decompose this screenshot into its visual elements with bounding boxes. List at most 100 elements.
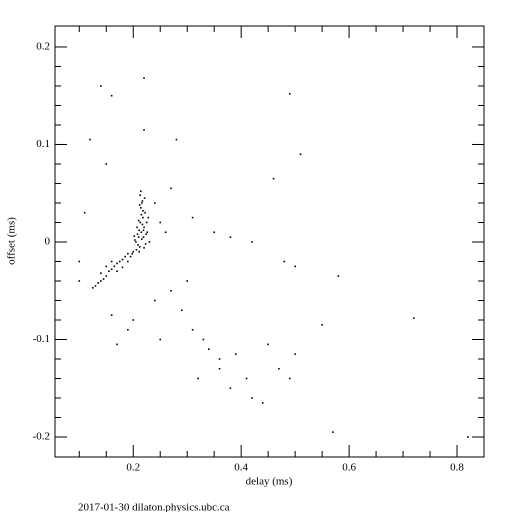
- point: [154, 202, 156, 204]
- point: [121, 258, 124, 261]
- point: [145, 221, 148, 224]
- point: [113, 265, 116, 268]
- point: [127, 252, 129, 255]
- point: [234, 353, 237, 355]
- point: [138, 246, 141, 248]
- y-tick-label: 0: [45, 236, 51, 248]
- point: [261, 402, 264, 404]
- point: [337, 275, 340, 277]
- point: [218, 367, 221, 370]
- point: [191, 328, 194, 331]
- point: [288, 92, 291, 95]
- point: [143, 226, 145, 229]
- point: [159, 338, 162, 341]
- point: [467, 436, 469, 438]
- point: [213, 231, 215, 234]
- point: [140, 231, 143, 234]
- point: [138, 204, 141, 206]
- point: [294, 353, 296, 355]
- point: [121, 266, 124, 269]
- point: [139, 221, 142, 224]
- point: [110, 94, 113, 97]
- point: [140, 213, 143, 216]
- x-tick-label: 0.6: [342, 462, 356, 474]
- point: [142, 229, 145, 232]
- point: [175, 138, 178, 141]
- point: [141, 200, 144, 202]
- point: [133, 235, 136, 237]
- point: [148, 241, 151, 243]
- point: [137, 236, 140, 238]
- point: [181, 309, 183, 312]
- point: [141, 238, 143, 240]
- point: [146, 231, 149, 234]
- point: [135, 241, 137, 243]
- point: [207, 348, 210, 351]
- point: [137, 244, 139, 246]
- point: [142, 209, 144, 212]
- point: [83, 211, 86, 214]
- point: [143, 247, 145, 249]
- point: [132, 319, 135, 321]
- point: [197, 377, 199, 380]
- point: [143, 129, 145, 131]
- point: [124, 255, 126, 258]
- point: [141, 223, 144, 226]
- point: [294, 265, 296, 268]
- point: [135, 248, 138, 251]
- point: [321, 324, 323, 326]
- point: [170, 289, 172, 292]
- point: [110, 260, 113, 263]
- point: [143, 197, 146, 199]
- point: [131, 252, 133, 255]
- point: [100, 272, 102, 274]
- point: [100, 280, 102, 282]
- point: [141, 202, 143, 204]
- point: [134, 239, 136, 241]
- point: [186, 280, 189, 282]
- point: [251, 241, 253, 243]
- point: [127, 328, 129, 331]
- point: [142, 216, 144, 219]
- x-tick-label: 0.8: [450, 462, 464, 474]
- point: [142, 236, 145, 238]
- point: [139, 194, 142, 196]
- point: [110, 314, 113, 316]
- point: [105, 275, 108, 277]
- point: [91, 287, 94, 289]
- point: [332, 431, 334, 433]
- point: [144, 211, 146, 214]
- point: [89, 138, 91, 141]
- point: [218, 358, 221, 360]
- point: [105, 265, 108, 268]
- point: [229, 236, 232, 238]
- point: [129, 255, 132, 258]
- y-axis-label: offset (ms): [6, 217, 18, 265]
- point: [116, 343, 118, 346]
- point: [191, 216, 194, 219]
- point: [132, 250, 135, 253]
- point: [267, 343, 269, 346]
- point: [140, 190, 142, 193]
- footer: 2017-01-30 dilaton.physics.ubc.ca: [78, 502, 230, 512]
- point: [251, 397, 253, 399]
- point: [97, 282, 99, 284]
- point: [105, 163, 108, 165]
- point: [138, 250, 140, 253]
- point: [140, 207, 142, 209]
- point: [278, 367, 280, 370]
- point: [202, 338, 205, 341]
- x-axis-label: delay (ms): [246, 476, 293, 488]
- point: [145, 233, 147, 235]
- point: [94, 285, 97, 287]
- point: [288, 377, 291, 380]
- point: [164, 231, 167, 234]
- y-tick-label: -0.2: [33, 431, 50, 443]
- point: [272, 177, 275, 180]
- point: [137, 219, 140, 222]
- point: [78, 280, 81, 282]
- point: [229, 387, 232, 390]
- point: [108, 270, 110, 273]
